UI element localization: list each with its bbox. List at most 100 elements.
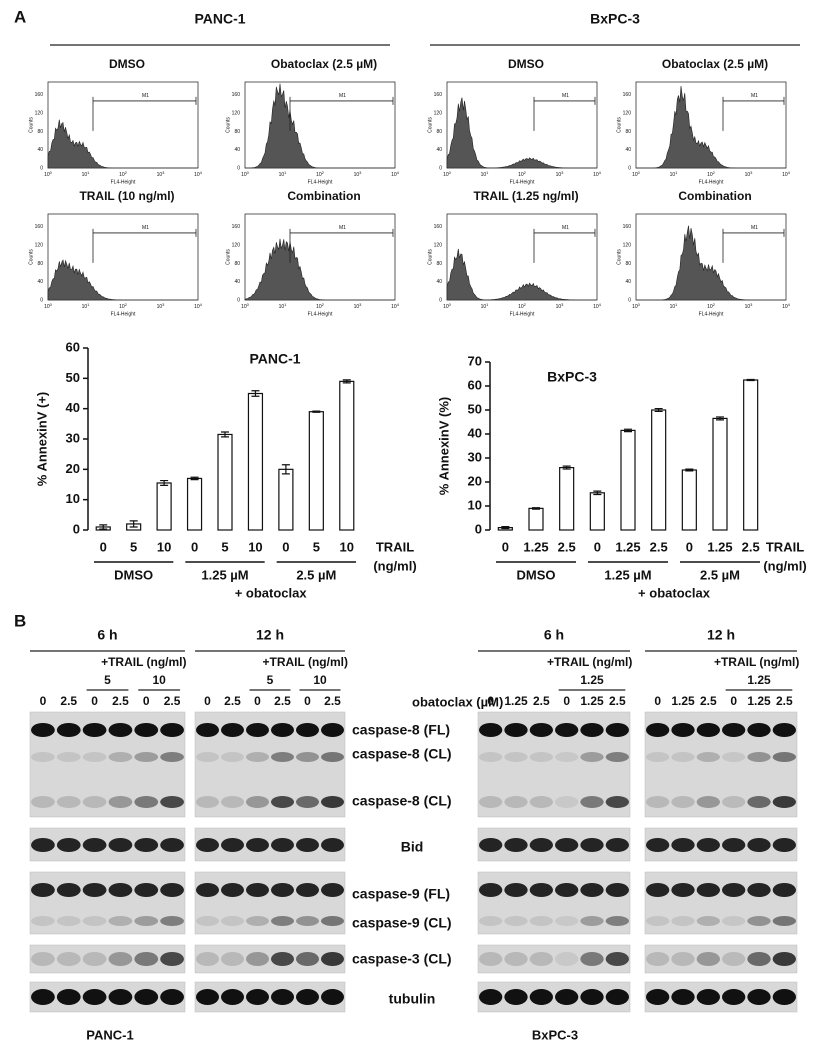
gate-label: M1 xyxy=(339,225,346,231)
histogram-title: TRAIL (10 ng/ml) xyxy=(79,189,174,203)
blot-band xyxy=(160,989,184,1005)
blot-band xyxy=(108,952,133,966)
blot-band xyxy=(772,838,796,852)
tick-exponent: 3 xyxy=(561,302,564,307)
error-bar xyxy=(221,431,229,438)
bar xyxy=(743,379,759,531)
blot-band xyxy=(296,752,319,762)
histogram-y-label: Counts xyxy=(427,249,433,265)
blot-band xyxy=(479,838,503,852)
group-note: + obatoclax xyxy=(235,585,308,600)
tick-exponent: 4 xyxy=(599,170,602,175)
histogram-x-tick: 102 xyxy=(119,302,128,310)
tick-base: 10 xyxy=(556,304,562,310)
y-tick-label: 60 xyxy=(66,339,80,354)
histogram-y-tick: 40 xyxy=(625,279,631,285)
histogram-y-tick: 160 xyxy=(623,224,632,230)
x-axis-label: (ng/ml) xyxy=(373,558,416,573)
blot-band xyxy=(529,796,553,808)
histogram-y-tick: 0 xyxy=(439,165,442,171)
histogram-x-tick: 101 xyxy=(670,302,679,310)
y-tick-label: 40 xyxy=(66,400,80,415)
tick-exponent: 1 xyxy=(486,170,489,175)
cell-line-label: BxPC-3 xyxy=(532,1027,578,1042)
blot-band xyxy=(479,883,503,897)
error-bar xyxy=(532,507,540,510)
tick-base: 10 xyxy=(354,304,360,310)
blot-band xyxy=(196,883,219,897)
lane-label: 1.25 xyxy=(747,694,771,708)
y-tick-label: 20 xyxy=(468,473,482,488)
blot-strip xyxy=(29,711,186,818)
blot-band xyxy=(221,989,244,1005)
blot-band xyxy=(555,883,579,897)
blot-strip xyxy=(194,871,346,935)
error-bar xyxy=(312,410,321,413)
blot-band xyxy=(321,952,344,966)
blot-strip xyxy=(644,871,798,935)
histogram-y-tick: 0 xyxy=(40,165,43,171)
histogram-x-label: FL4-Height xyxy=(111,311,136,317)
histogram-y-label: Counts xyxy=(616,249,622,265)
blot-band xyxy=(671,952,695,966)
blot-band xyxy=(134,916,159,926)
blot-band xyxy=(82,952,107,966)
tick-base: 10 xyxy=(670,304,676,310)
blot-band xyxy=(321,916,344,926)
histogram-x-tick: 104 xyxy=(593,170,602,178)
blot-band xyxy=(82,752,107,762)
blot-band xyxy=(671,723,695,737)
error-bar xyxy=(342,379,351,384)
blot-band xyxy=(82,916,107,926)
tick-exponent: 4 xyxy=(200,170,203,175)
histogram-x-tick: 103 xyxy=(556,302,565,310)
blot-band xyxy=(722,916,746,926)
y-tick-label: 10 xyxy=(468,497,482,512)
blot-band xyxy=(529,723,553,737)
histogram-silhouette xyxy=(636,85,786,169)
trail-dose: 10 xyxy=(152,673,166,687)
blot-label: caspase-8 (CL) xyxy=(352,793,452,809)
blot-band xyxy=(31,723,55,737)
blot-band xyxy=(696,838,720,852)
blot-band xyxy=(605,796,629,808)
error-bar xyxy=(251,390,260,397)
blot-band xyxy=(296,916,319,926)
blot-band xyxy=(722,838,746,852)
blot-band xyxy=(108,752,133,762)
tick-exponent: 1 xyxy=(486,302,489,307)
blot-band xyxy=(271,916,294,926)
histogram-x-tick: 100 xyxy=(632,170,641,178)
blot-band xyxy=(321,752,344,762)
tick-base: 10 xyxy=(593,172,599,178)
histogram-title: Combination xyxy=(678,189,751,203)
lane-label: 0 xyxy=(487,694,494,708)
blot-band xyxy=(580,952,604,966)
tick-exponent: 2 xyxy=(125,302,128,307)
tick-exponent: 3 xyxy=(359,170,362,175)
bar xyxy=(528,507,544,531)
x-axis-label: TRAIL xyxy=(376,539,414,554)
tick-base: 10 xyxy=(443,172,449,178)
blot-band xyxy=(108,916,133,926)
blot-band xyxy=(296,723,319,737)
blot-band xyxy=(671,796,695,808)
histogram-x-tick: 102 xyxy=(316,302,325,310)
blot-band xyxy=(56,838,81,852)
tick-base: 10 xyxy=(481,304,487,310)
histogram-x-tick: 104 xyxy=(194,302,203,310)
tick-exponent: 0 xyxy=(50,302,53,307)
blot-band xyxy=(271,952,294,966)
blot-band xyxy=(646,796,670,808)
error-bar xyxy=(716,416,724,421)
histogram-y-tick: 160 xyxy=(434,92,443,98)
histogram-x-tick: 100 xyxy=(44,170,53,178)
blot-band xyxy=(696,883,720,897)
tick-exponent: 3 xyxy=(561,170,564,175)
blot-band xyxy=(246,838,269,852)
x-tick-label: 5 xyxy=(313,539,320,554)
tick-exponent: 2 xyxy=(322,302,325,307)
lane-label: 1.25 xyxy=(671,694,695,708)
blot-band xyxy=(271,796,294,808)
blot-band xyxy=(296,952,319,966)
